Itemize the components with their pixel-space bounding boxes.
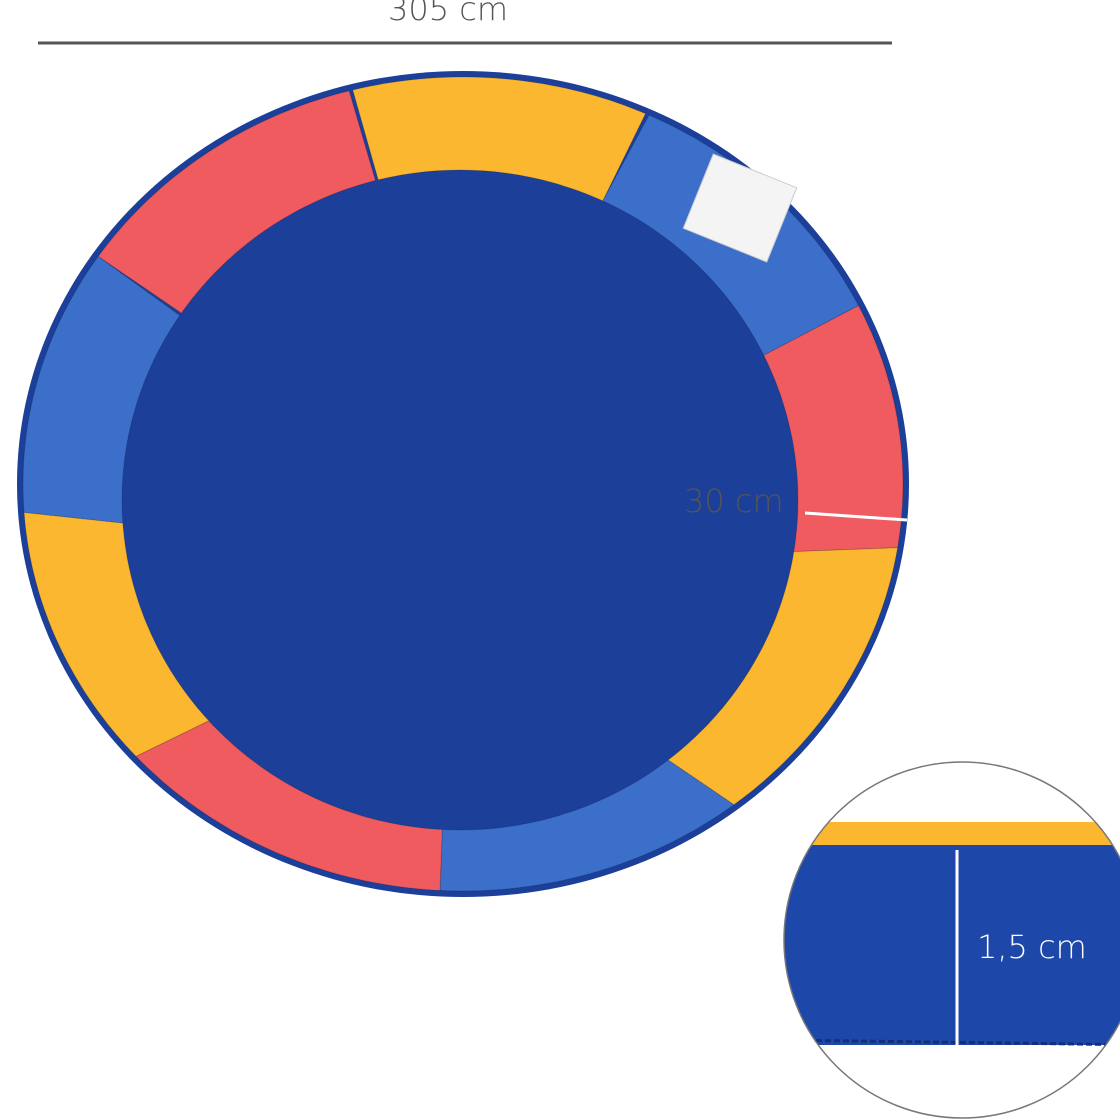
pad-outer-edge	[17, 71, 909, 897]
pad-segment-red	[97, 90, 377, 314]
diameter-label: 305 cm	[388, 0, 509, 28]
pad-segment-blue	[22, 255, 181, 524]
width-dimension-line	[804, 511, 908, 522]
warning-label	[682, 153, 798, 263]
width-label: 30 cm	[684, 482, 784, 520]
inset-circle-border	[783, 761, 1120, 1119]
thickness-inset	[784, 762, 1120, 1118]
thickness-label: 1,5 cm	[977, 928, 1087, 966]
pad-ring	[22, 76, 904, 892]
